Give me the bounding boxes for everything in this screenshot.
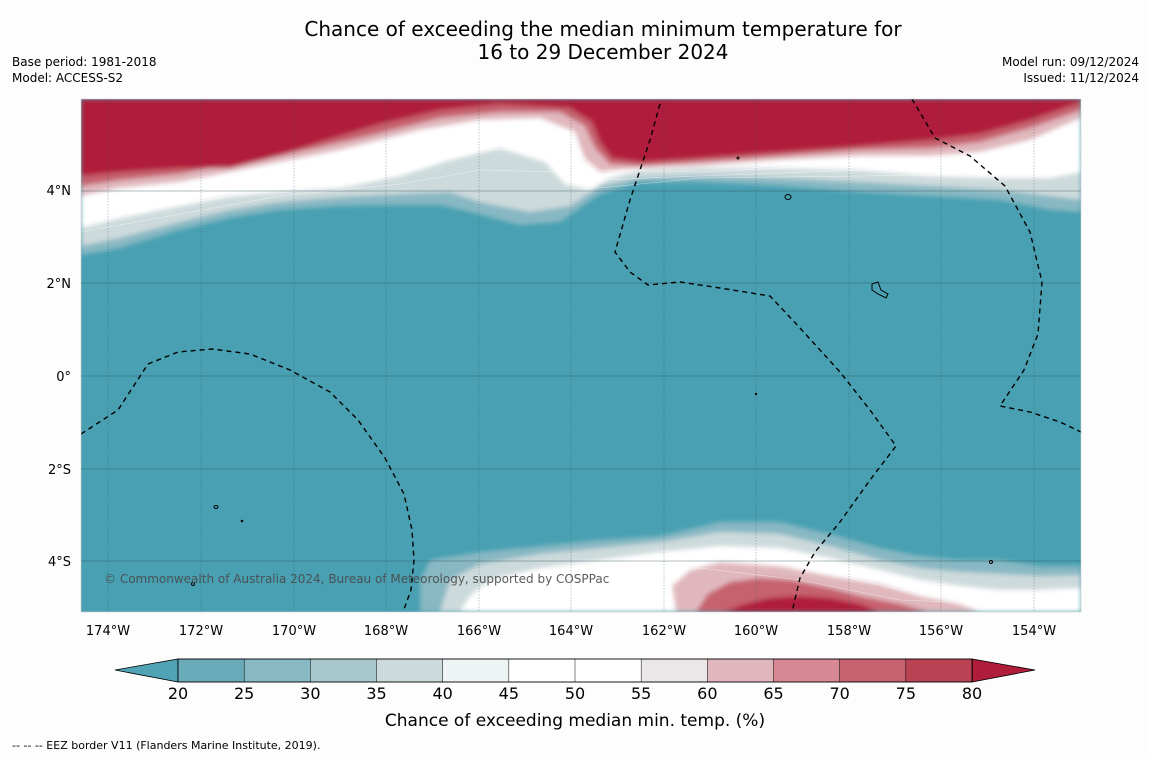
colorbar-tick-labels: 20 25 30 35 40 45 50 55 60 65 70 75 80 [168,684,982,703]
island-8 [191,582,195,586]
lat-label: 2°S [48,463,71,478]
island-1 [784,194,792,200]
colorbar-tick: 35 [366,684,386,703]
island-3 [213,505,219,509]
graticule [107,99,1035,612]
colorbar-segment [310,658,378,683]
issued-text: Issued: 11/12/2024 [1023,71,1139,85]
north-warm-band [81,99,1081,255]
colorbar-tick: 60 [697,684,717,703]
colorbar-label: Chance of exceeding median min. temp. (%… [385,711,765,731]
lon-label: 170°W [272,624,316,639]
colorbar-tick: 70 [829,684,849,703]
colorbar-segment [905,658,973,683]
colorbar-tick: 25 [234,684,254,703]
colorbar-tick: 55 [631,684,651,703]
lon-label: 174°W [86,624,130,639]
lat-label: 0° [56,370,71,385]
colorbar-tick: 40 [432,684,452,703]
title-line-2: 16 to 29 December 2024 [477,40,729,64]
island-6 [989,560,993,564]
base-period-text: Base period: 1981-2018 [12,55,157,69]
lat-label: 2°N [47,277,72,292]
colorbar-segment [773,658,841,683]
colorbar-segment [640,658,709,683]
latitude-lines [81,190,1081,562]
lat-label: 4°N [47,184,72,199]
colorbar-tick: 45 [499,684,519,703]
colorbar-segment [177,658,245,683]
eez-borders [81,99,1081,612]
island-5 [754,392,758,396]
colorbar-segment [376,658,444,683]
model-run-text: Model run: 09/12/2024 [1001,55,1139,69]
meta-left: Base period: 1981-2018 Model: ACCESS-S2 [12,54,157,86]
page-title: Chance of exceeding the median minimum t… [0,18,1150,64]
colorbar-tick: 75 [896,684,916,703]
eez-border-west [81,348,415,612]
lon-label: 172°W [179,624,223,639]
lon-label: 164°W [549,624,593,639]
colorbar-segment [243,658,312,683]
eez-legend: -- -- -- EEZ border V11 (Flanders Marine… [12,739,321,752]
longitude-labels: 174°W 172°W 170°W 168°W 166°W 164°W 162°… [86,624,1056,639]
colorbar-segment [574,658,642,683]
island-4 [240,519,244,523]
colorbar-tick: 65 [763,684,783,703]
lon-label: 158°W [827,624,871,639]
south-warm-band [81,522,1081,612]
colorbar-max-extension [971,658,1036,683]
colorbar-tick: 20 [168,684,188,703]
eez-border-central [614,103,897,612]
map-field: © Commonwealth of Australia 2024, Bureau… [81,99,1081,612]
island-7 [736,156,740,160]
lon-label: 160°W [734,624,778,639]
colorbar-min-extension [114,658,179,683]
model-text: Model: ACCESS-S2 [12,71,124,85]
title-line-1: Chance of exceeding the median minimum t… [304,17,902,41]
colorbar-tick: 30 [300,684,320,703]
colorbar-segment [707,658,775,683]
lon-label: 166°W [457,624,501,639]
lon-label: 156°W [919,624,963,639]
meta-right: Model run: 09/12/2024 Issued: 11/12/2024 [1002,54,1139,86]
lon-label: 168°W [364,624,408,639]
lon-label: 154°W [1012,624,1056,639]
island-2 [871,281,889,299]
colorbar-segment [508,658,576,683]
copyright-text: © Commonwealth of Australia 2024, Bureau… [104,572,609,586]
colorbar-tick: 80 [962,684,982,703]
colorbar-tick: 50 [565,684,585,703]
colorbar-segments [177,658,973,683]
islands [191,156,993,586]
colorbar-segment [839,658,907,683]
map-frame [80,98,1082,613]
lat-label: 4°S [48,555,71,570]
colorbar-segment [442,658,510,683]
colorbar-frame [177,658,973,683]
latitude-labels: 4°N 2°N 0° 2°S 4°S [47,184,72,570]
lon-label: 162°W [642,624,686,639]
colorbar: 20 25 30 35 40 45 50 55 60 65 70 75 80 Chance of exc… [114,658,1036,731]
